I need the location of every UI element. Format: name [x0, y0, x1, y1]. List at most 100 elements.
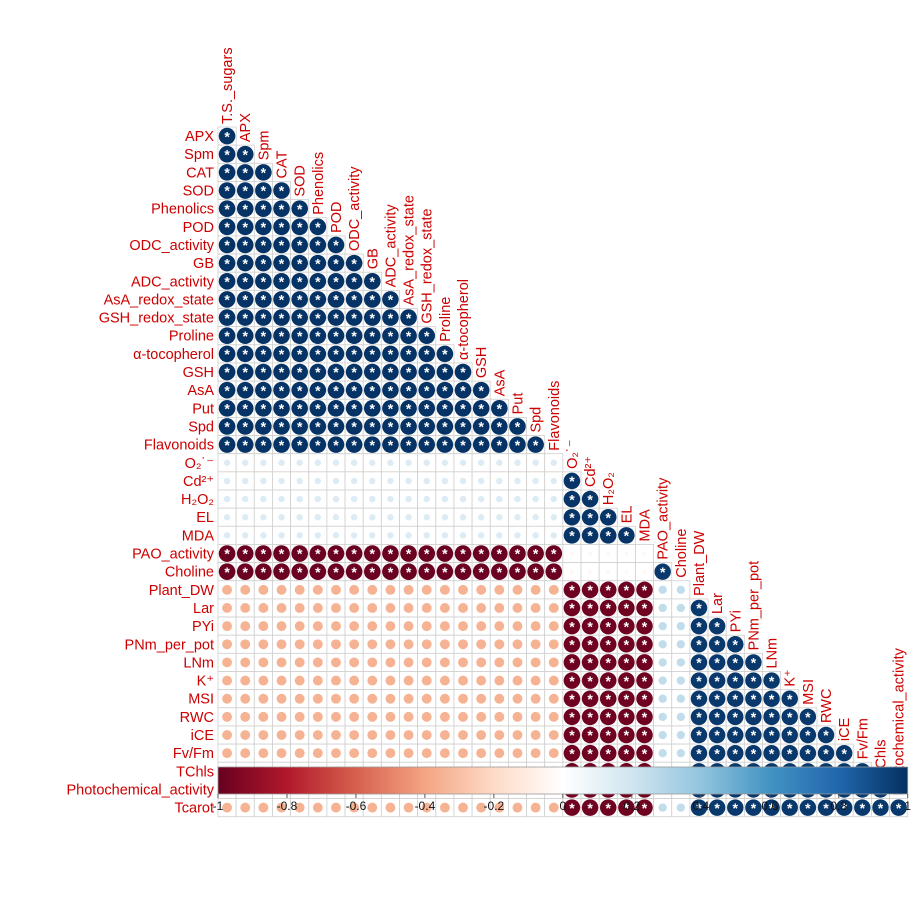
correlation-circle: [382, 291, 399, 308]
significance-marker: *: [297, 564, 303, 580]
correlation-circle: [223, 532, 231, 539]
correlation-circle: [222, 730, 233, 740]
correlation-circle: [291, 400, 308, 417]
correlation-circle: [258, 748, 269, 759]
correlation-circle: [400, 400, 417, 417]
color-scale-tick-label: -1: [213, 799, 224, 813]
row-label: AsA: [187, 383, 214, 399]
correlation-circle: [331, 584, 341, 595]
significance-marker: *: [769, 727, 775, 743]
correlation-circle: [382, 363, 399, 381]
correlation-circle: [636, 744, 653, 762]
correlation-circle: [258, 639, 269, 650]
correlation-circle: [599, 690, 617, 707]
correlation-circle: [276, 603, 287, 613]
significance-marker: *: [279, 564, 285, 580]
correlation-circle: [676, 603, 685, 613]
correlation-circle: [599, 617, 617, 635]
correlation-circle: [418, 418, 436, 435]
correlation-circle: [273, 381, 290, 399]
correlation-circle: [309, 236, 327, 254]
significance-marker: *: [388, 419, 394, 435]
column-label: MDA: [638, 509, 654, 542]
significance-marker: *: [315, 382, 321, 398]
correlation-circle: [454, 363, 472, 381]
significance-marker: *: [261, 273, 267, 289]
correlation-circle: [276, 730, 287, 740]
correlation-circle: [382, 345, 399, 363]
correlation-circle: [367, 657, 378, 668]
correlation-circle: [276, 711, 287, 722]
significance-marker: *: [442, 564, 448, 580]
significance-marker: *: [224, 237, 230, 253]
significance-marker: *: [605, 691, 611, 707]
significance-marker: *: [714, 691, 720, 707]
correlation-circle: [294, 657, 305, 668]
correlation-circle: [327, 254, 345, 272]
correlation-circle: [690, 726, 708, 744]
significance-marker: *: [714, 618, 720, 634]
correlation-circle: [255, 545, 272, 562]
correlation-circle: [599, 508, 617, 526]
significance-marker: *: [569, 473, 575, 489]
correlation-circle: [218, 254, 236, 272]
correlation-circle: [240, 730, 251, 740]
correlation-circle: [676, 730, 685, 740]
correlation-circle: [548, 603, 559, 613]
correlation-circle: [255, 418, 272, 435]
correlation-circle: [327, 381, 345, 399]
correlation-circle: [618, 744, 635, 762]
significance-marker: *: [823, 800, 829, 816]
correlation-circle: [781, 690, 798, 707]
correlation-circle: [349, 675, 360, 686]
row-label: O₂˙⁻: [185, 456, 214, 472]
correlation-circle: [690, 636, 708, 653]
significance-marker: *: [460, 437, 466, 453]
correlation-circle: [708, 708, 726, 726]
correlation-circle: [512, 584, 523, 595]
significance-marker: *: [624, 727, 630, 743]
correlation-circle: [240, 584, 251, 595]
correlation-circle: [218, 272, 236, 290]
correlation-circle: [278, 532, 285, 539]
column-label: Plant_DW: [692, 530, 708, 596]
correlation-circle: [530, 584, 541, 595]
significance-marker: *: [569, 491, 575, 507]
correlation-circle: [599, 599, 617, 617]
correlation-circle: [476, 711, 487, 722]
correlation-circle: [385, 748, 396, 759]
significance-marker: *: [333, 292, 339, 308]
correlation-circle: [403, 639, 414, 650]
correlation-circle: [676, 640, 685, 649]
correlation-circle: [278, 513, 285, 521]
correlation-circle: [581, 654, 599, 671]
correlation-circle: [708, 744, 726, 762]
correlation-circle: [294, 603, 305, 613]
significance-marker: *: [823, 727, 829, 743]
significance-marker: *: [315, 273, 321, 289]
correlation-circle: [291, 200, 308, 217]
correlation-circle: [458, 802, 468, 813]
correlation-circle: [563, 690, 581, 707]
significance-marker: *: [624, 636, 630, 652]
correlation-circle: [581, 672, 599, 689]
correlation-circle: [658, 803, 667, 812]
correlation-circle: [403, 657, 414, 668]
correlation-circle: [349, 693, 360, 704]
significance-marker: *: [714, 673, 720, 689]
column-label: Spd: [529, 407, 545, 433]
column-label: iCE: [837, 717, 853, 741]
correlation-circle: [332, 459, 340, 467]
correlation-circle: [291, 272, 308, 290]
significance-marker: *: [261, 328, 267, 344]
significance-marker: *: [370, 419, 376, 435]
correlation-circle: [236, 327, 254, 345]
correlation-circle: [385, 639, 396, 650]
correlation-circle: [400, 327, 417, 345]
correlation-circle: [236, 200, 254, 217]
correlation-circle: [606, 569, 611, 574]
significance-marker: *: [370, 310, 376, 326]
correlation-circle: [345, 436, 363, 453]
significance-marker: *: [769, 745, 775, 761]
significance-marker: *: [333, 237, 339, 253]
